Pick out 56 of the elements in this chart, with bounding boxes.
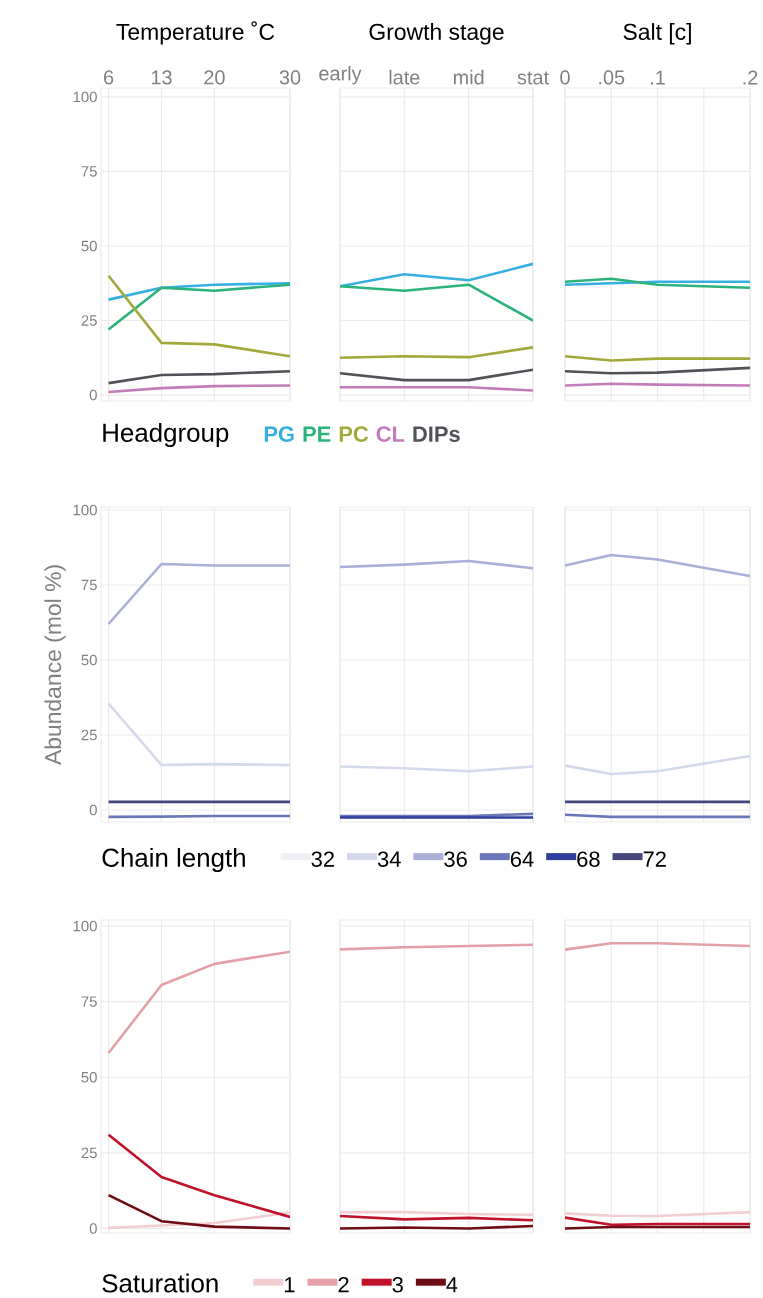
line-series: [107, 369, 290, 385]
x-tick-label: late: [389, 69, 420, 85]
legend-label: 4: [446, 1277, 458, 1293]
text: PE: [303, 426, 331, 442]
y-tick-label: 25: [81, 1147, 97, 1159]
line-series: [107, 384, 290, 394]
x-tick-label: early: [319, 65, 362, 85]
legend-title: Chain length: [102, 847, 245, 873]
legend-label: 36: [444, 851, 467, 867]
y-tick-label: 75: [81, 996, 97, 1007]
line-series: [107, 274, 290, 358]
legend-label: 1: [284, 1277, 295, 1293]
legend-label: 64: [510, 851, 534, 867]
x-tick-label: .1: [651, 70, 665, 85]
y-tick-label: 75: [81, 579, 97, 591]
y-tick-label: 0: [89, 1223, 97, 1234]
legend-label: 72: [643, 851, 666, 867]
x-tick-label: 0: [560, 70, 570, 85]
x-tick-label: 20: [204, 70, 225, 85]
y-tick-label: 100: [73, 504, 97, 516]
x-tick-label: 13: [151, 70, 172, 85]
y-tick-label: 50: [81, 654, 97, 666]
y-tick-label: 50: [81, 240, 97, 252]
line-series: [107, 950, 290, 1055]
x-tick-label: .2: [743, 70, 758, 85]
line-series: [107, 1193, 290, 1230]
legend-title: Saturation: [102, 1273, 218, 1293]
x-tick-label: stat: [517, 71, 549, 85]
line-series: [107, 283, 290, 331]
legend-label: 3: [392, 1276, 403, 1293]
text: PG: [264, 426, 294, 442]
y-tick-label: 0: [89, 804, 97, 816]
y-tick-label: 100: [73, 91, 97, 103]
chart-title: Temperature ˚C: [116, 21, 275, 45]
y-tick-label: 0: [89, 389, 97, 401]
x-tick-label: 30: [279, 70, 301, 85]
text: CL: [376, 426, 405, 442]
y-tick-label: 25: [81, 729, 97, 741]
legend-title: Headgroup: [103, 422, 229, 448]
y-tick-label: 75: [81, 166, 97, 177]
x-tick-label: mid: [453, 69, 484, 85]
chart-title: Salt [c]: [623, 23, 691, 45]
legend-label: 68: [577, 851, 600, 867]
chart-title: Growth stage: [369, 23, 504, 45]
x-tick-label: 6: [104, 70, 114, 85]
legend-label: 2: [338, 1276, 349, 1293]
y-axis-title: Abundance (mol %): [44, 565, 66, 766]
text: DIPs: [413, 426, 460, 442]
legend-label: 34: [377, 851, 401, 867]
y-tick-label: 100: [73, 920, 97, 932]
line-series: [107, 1133, 290, 1219]
legend-label: 32: [311, 851, 334, 867]
text: PC: [339, 426, 369, 442]
y-tick-label: 50: [81, 1071, 97, 1083]
x-tick-label: .05: [599, 70, 625, 85]
y-tick-label: 25: [81, 315, 97, 326]
